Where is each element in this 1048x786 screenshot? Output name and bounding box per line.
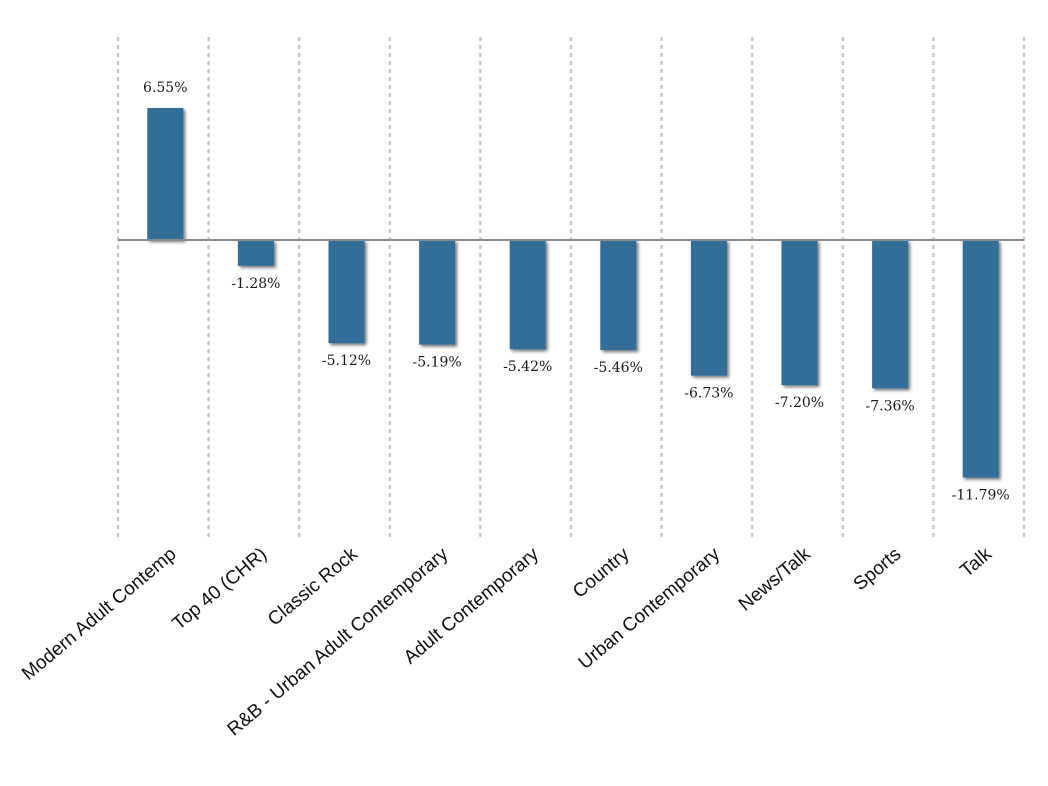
category-label-news-talk: News/Talk <box>735 543 815 615</box>
value-label-top-40-chr: -1.28% <box>231 276 280 292</box>
bar-modern-adult-contemp <box>147 108 184 240</box>
bar-talk <box>962 240 999 478</box>
category-label-sports: Sports <box>850 544 906 595</box>
bar-country <box>600 240 637 351</box>
bar-top-40-chr <box>237 240 274 266</box>
category-label-talk: Talk <box>957 543 997 581</box>
bar-classic-rock <box>328 240 365 344</box>
category-label-country: Country <box>569 543 634 602</box>
value-label-r-b-urban-adult-contemporary: -5.19% <box>412 355 461 371</box>
value-label-country: -5.46% <box>594 360 643 376</box>
value-label-classic-rock: -5.12% <box>322 353 371 369</box>
bar-adult-contemporary <box>509 240 546 350</box>
bar-news-talk <box>781 240 818 386</box>
grid <box>116 36 1026 539</box>
value-label-talk: -11.79% <box>952 488 1010 504</box>
category-label-top-40-chr: Top 40 (CHR) <box>169 544 271 635</box>
value-label-news-talk: -7.20% <box>775 395 824 411</box>
value-label-modern-adult-contemp: 6.55% <box>143 80 187 96</box>
bar-r-b-urban-adult-contemporary <box>419 240 456 345</box>
bar-sports <box>872 240 909 389</box>
value-labels: 6.55% -1.28% -5.12% -5.19% -5.42% -5.46% -6.73… <box>143 80 1010 504</box>
bar-urban-contemporary <box>690 240 727 376</box>
category-label-classic-rock: Classic Rock <box>264 543 362 630</box>
bars <box>147 108 999 478</box>
category-label-modern-adult-contemp: Modern Adult Contemp <box>18 544 180 685</box>
value-label-urban-contemporary: -6.73% <box>684 386 733 402</box>
value-label-sports: -7.36% <box>865 398 914 414</box>
value-label-adult-contemporary: -5.42% <box>503 359 552 375</box>
